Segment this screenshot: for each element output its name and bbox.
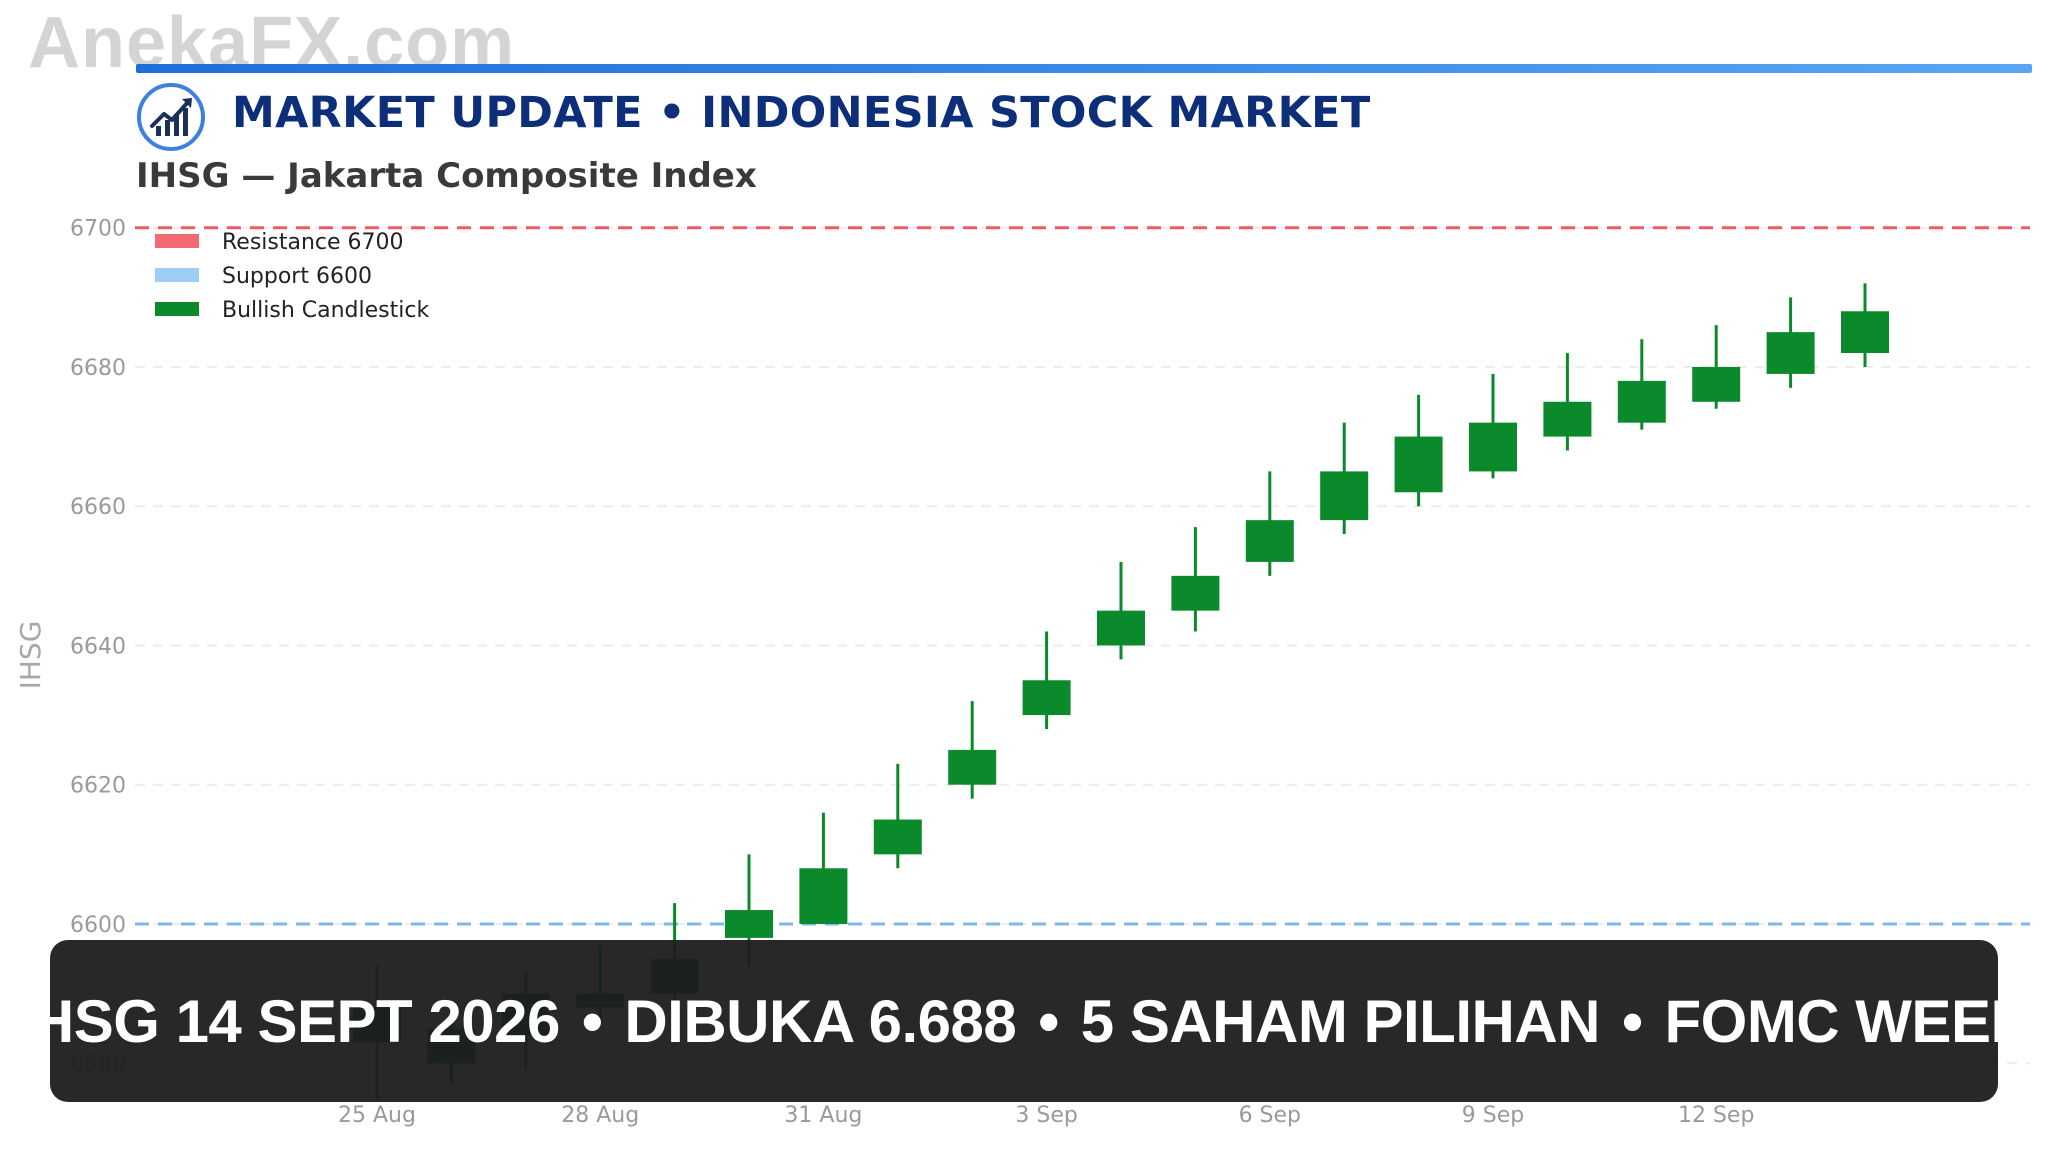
candle-body [799,868,848,924]
legend-swatch [155,234,199,248]
trend-chart-icon [137,83,205,151]
candle [1245,471,1294,576]
candle [1097,561,1145,660]
banner-item: IHSG 14 SEPT 2026 [14,987,561,1055]
candle-body [1320,471,1369,521]
candle-body [1022,680,1071,716]
candle-body [1097,610,1145,646]
candle-body [1766,332,1815,374]
candle [1469,373,1517,479]
reference-lines [135,226,2030,926]
candle [1171,527,1220,632]
banner-item: DIBUKA 6.688 [624,987,1017,1055]
x-tick-label: 3 Sep [1015,1103,1077,1128]
candle-body [1469,422,1517,472]
candle [1841,283,1889,367]
x-tick-label: 12 Sep [1678,1103,1754,1128]
y-tick-label: 6660 [70,495,126,520]
x-axis-ticks: 25 Aug 28 Aug 31 Aug 3 Sep 6 Sep 9 Sep 12 Sep [338,1103,1754,1128]
legend: Resistance 6700 Support 6600 Bullish Candl… [155,230,429,323]
x-tick-label: 31 Aug [784,1103,862,1128]
y-tick-label: 6700 [70,217,126,242]
banner-item: FOMC WEEK [1664,987,2034,1055]
banner-text: IHSG 14 SEPT 2026 • DIBUKA 6.688 • 5 SAHAM P… [15,987,2034,1056]
header-accent-bar [136,64,2032,73]
candle [1692,325,1741,409]
legend-label: Bullish Candlestick [222,298,429,323]
candle-body [1171,575,1220,611]
candle-body [1617,380,1666,423]
candle [1766,297,1815,388]
candle-body [1245,520,1294,562]
y-axis-title: IHSG [14,621,47,690]
banner-separator: • [1038,987,1059,1055]
candle [725,854,773,966]
x-tick-label: 25 Aug [338,1103,416,1128]
legend-swatch [155,268,199,282]
candle-body [1692,366,1741,402]
candle-body [948,749,997,785]
candle [1394,394,1443,507]
page-title: MARKET UPDATE • INDONESIA STOCK MARKET [232,88,1371,138]
candle [1320,422,1369,535]
candle-body [1543,401,1592,437]
legend-label: Support 6600 [222,264,372,289]
chart-subtitle: IHSG — Jakarta Composite Index [136,156,757,196]
y-tick-label: 6640 [70,634,126,659]
banner-separator: • [1621,987,1643,1055]
candle [1022,631,1071,730]
y-tick-label: 6600 [70,913,126,938]
x-tick-label: 6 Sep [1239,1103,1301,1128]
y-tick-label: 6680 [70,356,126,381]
x-tick-label: 9 Sep [1462,1103,1524,1128]
legend-label: Resistance 6700 [222,230,404,255]
banner-separator: • [581,987,603,1055]
grid-lines [135,226,2030,1065]
candle-body [1394,436,1443,493]
headline-banner: IHSG 14 SEPT 2026 • DIBUKA 6.688 • 5 SAHAM P… [15,940,2034,1102]
candle [799,812,848,924]
banner-item: 5 SAHAM PILIHAN [1080,987,1601,1055]
candle-body [1841,311,1889,354]
candle [1543,353,1592,451]
x-tick-label: 28 Aug [561,1103,639,1128]
y-tick-label: 6620 [70,774,126,799]
candle [1617,339,1666,430]
candle-body [873,819,922,855]
candle-body [725,910,773,938]
candle [948,701,997,799]
candle [873,763,922,869]
legend-swatch [155,302,199,316]
